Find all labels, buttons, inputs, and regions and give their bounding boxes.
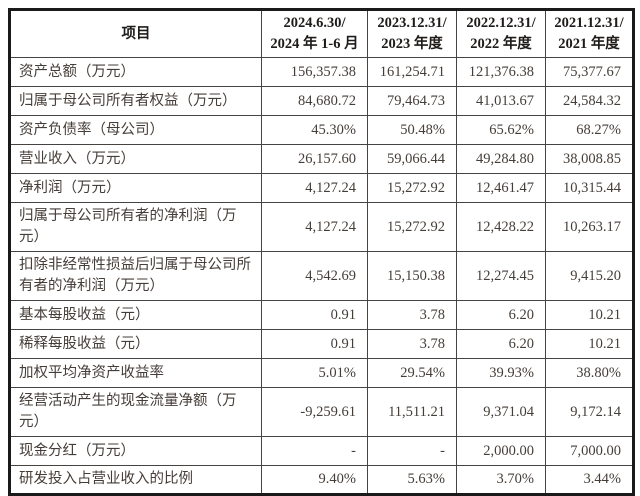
- table-row-cash-dividend: 现金分红（万元） - - 2,000.00 7,000.00: [9, 436, 634, 467]
- column-header-line2: 2023 年度: [381, 36, 443, 53]
- financial-summary-table-wrap: 项目 2024.6.30/ 2024 年 1-6 月 2023.12.31/ 2…: [8, 8, 635, 496]
- table-row-weighted-roe: 加权平均净资产收益率 5.01% 29.54% 39.93% 38.80%: [9, 358, 634, 389]
- table-row-revenue: 营业收入（万元） 26,157.60 59,066.44 49,284.80 3…: [9, 144, 634, 175]
- value-cell: 84,680.72: [261, 86, 368, 117]
- value-cell: 4,542.69: [261, 251, 368, 302]
- value-cell: 3.78: [367, 329, 457, 360]
- column-header-line1: 2024.6.30/: [283, 15, 346, 31]
- value-cell: -: [261, 436, 368, 467]
- value-cell: -9,259.61: [261, 387, 368, 438]
- row-label: 资产总额（万元）: [9, 57, 262, 88]
- value-cell: 156,357.38: [261, 57, 368, 88]
- value-cell: 4,127.24: [261, 202, 368, 253]
- value-cell: 38,008.85: [545, 144, 634, 175]
- value-cell: 45.30%: [261, 115, 368, 146]
- value-cell: 15,272.92: [367, 202, 457, 253]
- row-label: 经营活动产生的现金流量净额（万元）: [9, 387, 262, 438]
- value-cell: 39.93%: [456, 358, 546, 389]
- row-label: 归属于母公司所有者权益（万元）: [9, 86, 262, 117]
- table-row-basic-eps: 基本每股收益（元） 0.91 3.78 6.20 10.21: [9, 300, 634, 331]
- value-cell: 10.21: [545, 300, 634, 331]
- table-row-parent-net-profit: 归属于母公司所有者的净利润（万元） 4,127.24 15,272.92 12,…: [9, 202, 634, 253]
- value-cell: 10.21: [545, 329, 634, 360]
- value-cell: 50.48%: [367, 115, 457, 146]
- value-cell: 5.63%: [367, 465, 457, 496]
- value-cell: 59,066.44: [367, 144, 457, 175]
- value-cell: 49,284.80: [456, 144, 546, 175]
- table-row-operating-cash-flow: 经营活动产生的现金流量净额（万元） -9,259.61 11,511.21 9,…: [9, 387, 634, 438]
- row-label: 营业收入（万元）: [9, 144, 262, 175]
- value-cell: 11,511.21: [367, 387, 457, 438]
- value-cell: 7,000.00: [545, 436, 634, 467]
- value-cell: 4,127.24: [261, 173, 368, 204]
- column-header-line2: 2021 年度: [558, 36, 620, 53]
- table-row-debt-ratio: 资产负债率（母公司） 45.30% 50.48% 65.62% 68.27%: [9, 115, 634, 146]
- row-label: 稀释每股收益（元）: [9, 329, 262, 360]
- value-cell: 65.62%: [456, 115, 546, 146]
- value-cell: 9,415.20: [545, 251, 634, 302]
- column-header-line2: 2022 年度: [470, 36, 532, 53]
- value-cell: 24,584.32: [545, 86, 634, 117]
- table-row-diluted-eps: 稀释每股收益（元） 0.91 3.78 6.20 10.21: [9, 329, 634, 360]
- column-header-line1: 2023.12.31/: [377, 15, 447, 31]
- value-cell: 3.44%: [545, 465, 634, 496]
- value-cell: 75,377.67: [545, 57, 634, 88]
- column-header-label: 项目: [121, 25, 151, 42]
- value-cell: 15,150.38: [367, 251, 457, 302]
- value-cell: -: [367, 436, 457, 467]
- value-cell: 10,315.44: [545, 173, 634, 204]
- column-header-line1: 2022.12.31/: [466, 15, 536, 31]
- row-label: 归属于母公司所有者的净利润（万元）: [9, 202, 262, 253]
- column-header-2023: 2023.12.31/ 2023 年度: [367, 8, 457, 59]
- table-row-parent-equity: 归属于母公司所有者权益（万元） 84,680.72 79,464.73 41,0…: [9, 86, 634, 117]
- row-label: 研发投入占营业收入的比例: [9, 465, 262, 496]
- table-row-deducted-net-profit: 扣除非经常性损益后归属于母公司所有者的净利润（万元） 4,542.69 15,1…: [9, 251, 634, 302]
- value-cell: 10,263.17: [545, 202, 634, 253]
- value-cell: 68.27%: [545, 115, 634, 146]
- row-label: 加权平均净资产收益率: [9, 358, 262, 389]
- value-cell: 0.91: [261, 300, 368, 331]
- value-cell: 41,013.67: [456, 86, 546, 117]
- value-cell: 38.80%: [545, 358, 634, 389]
- value-cell: 26,157.60: [261, 144, 368, 175]
- value-cell: 5.01%: [261, 358, 368, 389]
- row-label: 资产负债率（母公司）: [9, 115, 262, 146]
- value-cell: 2,000.00: [456, 436, 546, 467]
- value-cell: 12,274.45: [456, 251, 546, 302]
- column-header-2024h1: 2024.6.30/ 2024 年 1-6 月: [261, 8, 368, 59]
- table-row-rd-ratio: 研发投入占营业收入的比例 9.40% 5.63% 3.70% 3.44%: [9, 465, 634, 496]
- row-label: 现金分红（万元）: [9, 436, 262, 467]
- row-label: 扣除非经常性损益后归属于母公司所有者的净利润（万元）: [9, 251, 262, 302]
- value-cell: 121,376.38: [456, 57, 546, 88]
- table-row-net-profit: 净利润（万元） 4,127.24 15,272.92 12,461.47 10,…: [9, 173, 634, 204]
- value-cell: 12,461.47: [456, 173, 546, 204]
- value-cell: 6.20: [456, 300, 546, 331]
- value-cell: 9,172.14: [545, 387, 634, 438]
- column-header-2021: 2021.12.31/ 2021 年度: [545, 8, 634, 59]
- value-cell: 12,428.22: [456, 202, 546, 253]
- table-row-total-assets: 资产总额（万元） 156,357.38 161,254.71 121,376.3…: [9, 57, 634, 88]
- value-cell: 6.20: [456, 329, 546, 360]
- column-header-line2: 2024 年 1-6 月: [270, 36, 359, 53]
- column-header-line1: 2021.12.31/: [554, 15, 624, 31]
- value-cell: 0.91: [261, 329, 368, 360]
- column-header-item: 项目: [9, 8, 262, 59]
- row-label: 净利润（万元）: [9, 173, 262, 204]
- column-header-2022: 2022.12.31/ 2022 年度: [456, 8, 546, 59]
- value-cell: 9.40%: [261, 465, 368, 496]
- value-cell: 161,254.71: [367, 57, 457, 88]
- value-cell: 9,371.04: [456, 387, 546, 438]
- financial-summary-table: 项目 2024.6.30/ 2024 年 1-6 月 2023.12.31/ 2…: [8, 8, 635, 496]
- value-cell: 29.54%: [367, 358, 457, 389]
- header-row: 项目 2024.6.30/ 2024 年 1-6 月 2023.12.31/ 2…: [9, 8, 634, 59]
- value-cell: 3.78: [367, 300, 457, 331]
- row-label: 基本每股收益（元）: [9, 300, 262, 331]
- value-cell: 3.70%: [456, 465, 546, 496]
- value-cell: 15,272.92: [367, 173, 457, 204]
- value-cell: 79,464.73: [367, 86, 457, 117]
